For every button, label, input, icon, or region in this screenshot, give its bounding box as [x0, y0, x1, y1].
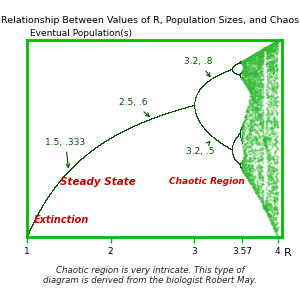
- Text: Chaotic Region: Chaotic Region: [169, 177, 244, 186]
- Text: Eventual Population(s): Eventual Population(s): [29, 29, 132, 38]
- Text: 3.2, .8: 3.2, .8: [184, 57, 213, 77]
- Text: 3.2, .5: 3.2, .5: [186, 142, 214, 156]
- Text: Relationship Between Values of R, Population Sizes, and Chaos: Relationship Between Values of R, Popula…: [1, 16, 299, 25]
- Text: 1.5, .333: 1.5, .333: [45, 138, 86, 168]
- Text: Steady State: Steady State: [60, 177, 136, 187]
- Text: Extinction: Extinction: [34, 215, 89, 225]
- Text: 2.5, .6: 2.5, .6: [119, 98, 149, 116]
- Text: R: R: [284, 248, 291, 258]
- Text: Chaotic region is very intricate. This type of
diagram is derived from the biolo: Chaotic region is very intricate. This t…: [43, 266, 257, 285]
